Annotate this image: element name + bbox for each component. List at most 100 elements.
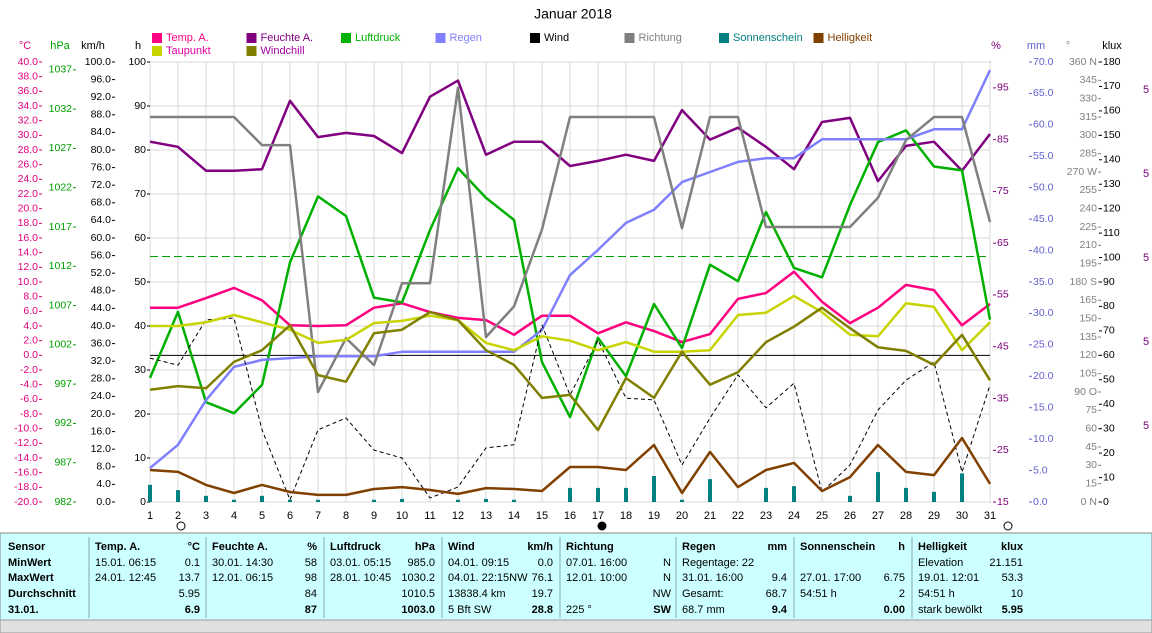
column-unit: km/h <box>527 541 553 553</box>
cell-value: 6.9 <box>185 604 200 616</box>
y-tick-label: 345 <box>1079 74 1097 86</box>
series-line <box>149 306 992 432</box>
bar <box>932 491 936 502</box>
bar <box>204 495 208 502</box>
y-tick-label: 140 <box>1103 154 1121 166</box>
bar <box>456 499 460 502</box>
series-line <box>150 86 992 394</box>
y-tick-label: 4.0 <box>23 320 38 332</box>
y-tick-label: -8.0 <box>20 408 38 420</box>
y-tick-label: 70.0 <box>1033 56 1054 68</box>
y-tick-label: 56.0 <box>91 249 112 261</box>
axis-unit: °C <box>19 40 31 52</box>
y-tick-label: 88.0 <box>91 109 112 121</box>
y-tick-label: 18.0 <box>18 217 39 229</box>
column-header: Temp. A. <box>95 541 140 553</box>
y-tick-label: 38.0 <box>18 70 39 82</box>
cell-value: 0.00 <box>884 604 905 616</box>
moon-icon <box>597 521 607 531</box>
y-tick-label: 50.0 <box>1033 181 1054 193</box>
legend-label: Regen <box>450 32 482 44</box>
y-tick-label: 70 <box>134 188 146 200</box>
y-tick-label: 60 <box>134 232 146 244</box>
y-tick-label: 285 <box>1079 147 1097 159</box>
legend-swatch <box>246 46 257 56</box>
x-tick-label: 8 <box>343 510 349 522</box>
bar <box>848 495 852 502</box>
y-tick-label: 48.0 <box>91 285 112 297</box>
legend-label: Wind <box>544 32 569 44</box>
row-label: Sensor <box>8 541 46 553</box>
y-tick-label: 28.0 <box>91 373 112 385</box>
cell-text: 13838.4 km <box>448 588 505 600</box>
legend-swatch <box>719 33 729 43</box>
y-tick-label: 44.0 <box>91 302 112 314</box>
bar <box>148 484 152 502</box>
x-tick-label: 9 <box>371 510 377 522</box>
y-tick-label: 32.0 <box>18 114 39 126</box>
y-tick-label: 5.0 <box>1033 464 1048 476</box>
series-line <box>148 129 992 419</box>
y-tick-label: 165 <box>1079 294 1097 306</box>
y-tick-label: 50 <box>134 276 146 288</box>
y-tick-label: -18.0 <box>14 481 38 493</box>
bar <box>876 472 880 502</box>
cell-value: 0.0 <box>538 557 553 569</box>
side-label: 5 <box>1143 336 1149 348</box>
y-tick-label: -16.0 <box>14 466 38 478</box>
y-tick-label: 34.0 <box>18 100 39 112</box>
column-unit: klux <box>1001 541 1024 553</box>
legend-label: Luftdruck <box>355 32 401 44</box>
y-tick-label: 32.0 <box>91 355 112 367</box>
bar <box>176 490 180 502</box>
bar <box>288 499 292 502</box>
y-tick-label: 225 <box>1079 221 1097 233</box>
y-tick-label: -10.0 <box>14 422 38 434</box>
cell-text: 31.01. 16:00 <box>682 572 743 584</box>
chart-title: Januar 2018 <box>534 6 612 22</box>
cell-value: 0.1 <box>185 557 200 569</box>
y-tick-label: 30 <box>134 364 146 376</box>
x-tick-label: 3 <box>203 510 209 522</box>
side-label: 5 <box>1143 252 1149 264</box>
y-tick-label: 16.0 <box>18 232 39 244</box>
y-tick-label: -14.0 <box>14 452 38 464</box>
y-tick-label: 75 <box>997 185 1009 197</box>
y-tick-label: 30 <box>1085 459 1097 471</box>
y-tick-label: 52.0 <box>91 267 112 279</box>
y-tick-label: 26.0 <box>18 158 39 170</box>
y-tick-label: 45.0 <box>1033 213 1054 225</box>
cell-text: 30.01. 14:30 <box>212 557 273 569</box>
y-tick-label: 90 <box>134 100 146 112</box>
bar <box>232 499 236 502</box>
side-label: 5 <box>1143 84 1149 96</box>
y-tick-label: 0.0 <box>1033 496 1048 508</box>
y-tick-label: 20.0 <box>18 202 39 214</box>
bar <box>260 495 264 502</box>
x-tick-label: 15 <box>536 510 548 522</box>
x-tick-label: 20 <box>676 510 688 522</box>
axis-unit: hPa <box>50 40 70 52</box>
axes: 1 2 3 4 5 6 7 8 9 10 11 12 13 14 15 16 17 18 19 20 21 22 23 24 2… <box>14 40 1149 522</box>
y-tick-label: 30.0 <box>1033 307 1054 319</box>
cell-text: 27.01. 17:00 <box>800 572 861 584</box>
axis-unit: ° <box>1066 40 1070 52</box>
legend-swatch <box>152 33 162 43</box>
y-tick-label: 45 <box>1085 441 1097 453</box>
y-tick-label: 10.0 <box>18 276 39 288</box>
y-tick-label: 1007 <box>49 299 73 311</box>
y-tick-label: 20.0 <box>91 408 112 420</box>
cell-value: 68.7 <box>766 588 787 600</box>
bar <box>316 499 320 502</box>
y-tick-label: 80.0 <box>91 144 112 156</box>
y-tick-label: 30.0 <box>18 129 39 141</box>
legend-swatch <box>530 33 540 43</box>
bar <box>904 487 908 502</box>
y-tick-label: 55 <box>997 289 1009 301</box>
y-tick-label: 135 <box>1079 331 1097 343</box>
cell-value: SW <box>653 604 671 616</box>
x-tick-label: 6 <box>287 510 293 522</box>
y-tick-label: 1017 <box>49 221 73 233</box>
bar <box>764 487 768 502</box>
y-tick-label: 0 <box>1103 496 1109 508</box>
